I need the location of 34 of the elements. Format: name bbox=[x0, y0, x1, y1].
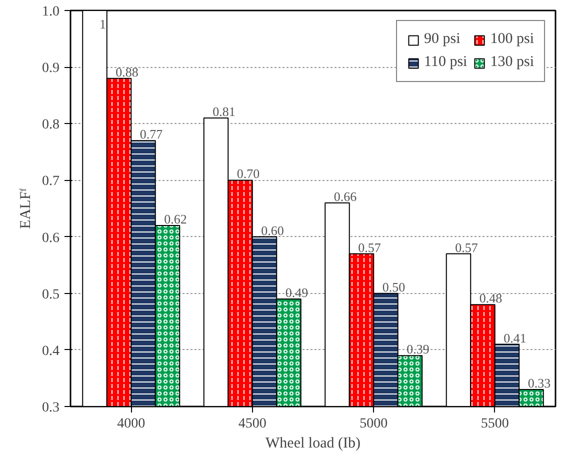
data-label: 0.41 bbox=[504, 330, 526, 346]
data-label: 0.88 bbox=[116, 64, 138, 80]
data-label: 0.60 bbox=[261, 222, 284, 238]
legend-label: 130 psi bbox=[490, 54, 534, 71]
data-label: 0.81 bbox=[212, 104, 236, 119]
legend-label: 110 psi bbox=[424, 54, 468, 71]
y-tick-label: 0.6 bbox=[42, 230, 60, 246]
data-label: 0.33 bbox=[528, 376, 551, 391]
x-tick-label: 5000 bbox=[360, 416, 388, 432]
x-tick-label: 5500 bbox=[480, 416, 509, 432]
y-tick-label: 0.3 bbox=[42, 400, 60, 416]
data-label: 0.48 bbox=[479, 290, 502, 306]
y-axis-title: EALFᶠ bbox=[18, 187, 34, 229]
data-label: 0.62 bbox=[164, 211, 187, 226]
legend-label: 90 psi bbox=[424, 31, 460, 48]
x-axis-title: Wheel load (Ib) bbox=[266, 436, 360, 452]
y-tick-label: 0.4 bbox=[42, 344, 60, 359]
y-tick-label: 0.7 bbox=[42, 174, 60, 190]
y-tick-label: 0.5 bbox=[42, 287, 60, 302]
data-label: 0.77 bbox=[140, 126, 164, 142]
data-label: 0.49 bbox=[285, 285, 308, 300]
data-label: 0.57 bbox=[455, 240, 478, 255]
data-label: 0.70 bbox=[236, 166, 260, 182]
y-tick-label: 0.9 bbox=[42, 61, 60, 76]
x-tick-label: 4500 bbox=[238, 416, 266, 432]
data-label: 0.39 bbox=[406, 342, 430, 357]
data-label: 0.57 bbox=[358, 240, 382, 255]
y-tick-label: 0.8 bbox=[42, 118, 60, 133]
legend-label: 100 psi bbox=[490, 31, 534, 48]
data-label: 0.50 bbox=[382, 279, 406, 294]
data-label: 1 bbox=[100, 16, 106, 32]
data-label: 0.66 bbox=[334, 188, 358, 204]
x-tick-label: 4000 bbox=[117, 416, 146, 432]
y-tick-label: 1.0 bbox=[42, 4, 60, 20]
